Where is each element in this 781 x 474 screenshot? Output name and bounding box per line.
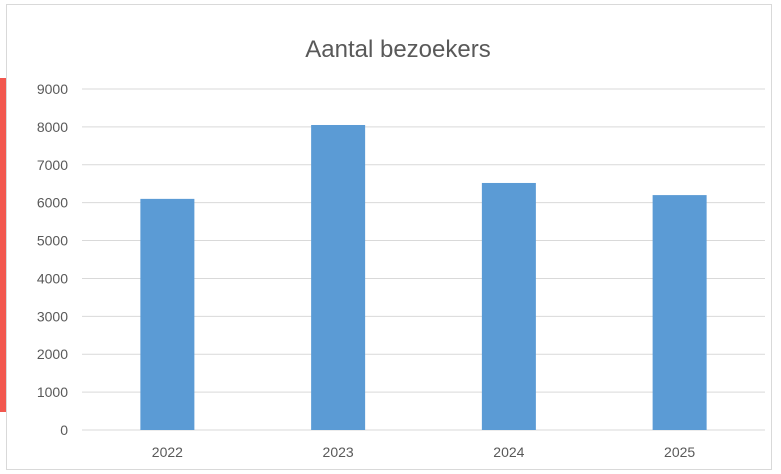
y-tick-label: 2000: [37, 346, 68, 362]
x-tick-label: 2025: [664, 444, 695, 460]
chart-frame: Aantal bezoekers 0 1000 2000 3000 4000 5000 60…: [6, 4, 772, 470]
chart-title: Aantal bezoekers: [305, 36, 490, 63]
x-axis-ticks: 2022 2023 2024 2025: [152, 444, 696, 460]
bars: [140, 124, 707, 430]
bar-chart: Aantal bezoekers 0 1000 2000 3000 4000 5000 60…: [37, 36, 765, 460]
y-tick-label: 0: [60, 422, 68, 438]
bar-2025: [652, 195, 707, 430]
y-axis-ticks: 0 1000 2000 3000 4000 5000 6000 7000 8000 9000: [37, 81, 68, 438]
bar-2023: [311, 124, 366, 430]
y-tick-label: 6000: [37, 195, 68, 211]
y-tick-label: 1000: [37, 384, 68, 400]
y-tick-label: 7000: [37, 157, 68, 173]
gridlines: [82, 88, 765, 431]
bar-2022: [140, 198, 195, 430]
y-tick-label: 3000: [37, 308, 68, 324]
bar-2024: [481, 182, 536, 430]
x-tick-label: 2022: [152, 444, 183, 460]
y-tick-label: 5000: [37, 233, 68, 249]
y-tick-label: 4000: [37, 270, 68, 286]
x-tick-label: 2023: [323, 444, 354, 460]
y-tick-label: 9000: [37, 81, 68, 97]
y-tick-label: 8000: [37, 119, 68, 135]
x-tick-label: 2024: [493, 444, 524, 460]
accent-bar: [0, 78, 6, 412]
